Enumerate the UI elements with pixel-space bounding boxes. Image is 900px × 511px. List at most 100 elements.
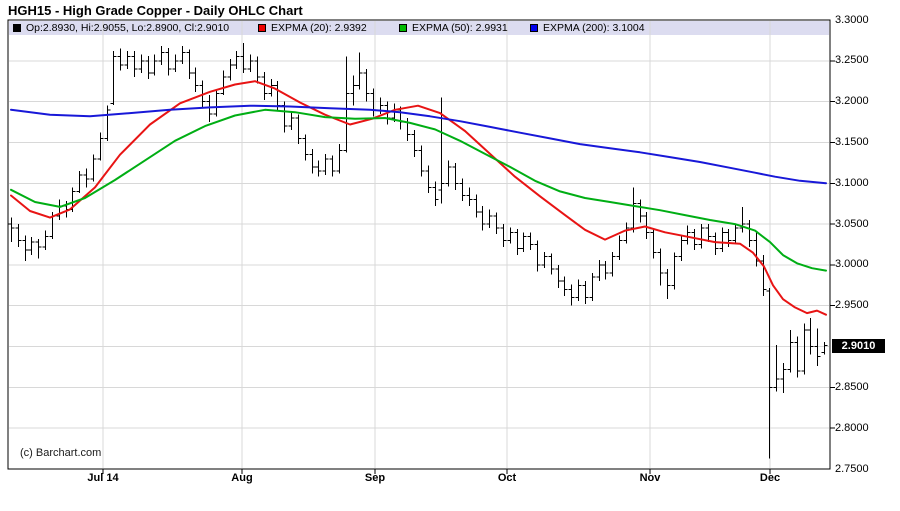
ohlc-bar <box>356 52 363 90</box>
ohlc-bar <box>76 171 83 194</box>
ohlc-bar <box>466 187 473 207</box>
ohlc-bar <box>555 264 562 288</box>
ohlc-bar <box>104 105 111 141</box>
ohlc-bar <box>541 251 548 269</box>
y-axis-label: 3.1500 <box>835 135 869 148</box>
ohlc-bar <box>15 224 22 247</box>
ohlc-bar <box>418 145 425 177</box>
ohlc-bar <box>520 232 527 252</box>
x-axis-label: Sep <box>364 472 386 484</box>
ohlc-swatch-icon <box>13 24 21 32</box>
legend-expma50-label: EXPMA (50): 2.9931 <box>412 22 508 34</box>
ohlc-bar <box>486 209 493 229</box>
page-title: HGH15 - High Grade Copper - Daily OHLC C… <box>8 3 303 18</box>
ohlc-bar <box>794 336 801 378</box>
ohlc-bar <box>138 54 145 74</box>
ohlc-bar <box>336 144 343 174</box>
ohlc-bar <box>370 88 377 117</box>
legend-item-expma50: EXPMA (50): 2.9931 <box>399 22 508 34</box>
watermark: (c) Barchart.com <box>20 447 102 459</box>
ohlc-bar <box>739 206 746 233</box>
ma-line-expma200 <box>10 104 827 185</box>
ohlc-bar <box>548 253 555 275</box>
ohlc-bar <box>97 132 104 161</box>
ohlc-bar <box>117 48 124 71</box>
ohlc-bar <box>507 227 514 244</box>
ohlc-bar <box>575 279 582 301</box>
ohlc-bar <box>514 228 521 256</box>
ohlc-bar <box>814 328 821 367</box>
y-axis-label: 3.2500 <box>835 54 869 67</box>
legend-expma20-label: EXPMA (20): 2.9392 <box>271 22 367 34</box>
legend-item-expma200: EXPMA (200): 3.1004 <box>530 22 645 34</box>
ohlc-bar <box>179 46 186 65</box>
ohlc-bar <box>596 260 603 282</box>
ohlc-bar <box>186 49 193 79</box>
ohlc-bar <box>732 224 739 244</box>
ohlc-bar <box>432 181 439 207</box>
ohlc-bar <box>664 268 671 300</box>
ohlc-bar <box>609 251 616 277</box>
ohlc-bar <box>773 344 780 392</box>
ohlc-bar <box>602 260 609 280</box>
x-axis-label: Dec <box>759 472 781 484</box>
ohlc-bar <box>35 238 42 259</box>
y-axis-label: 2.7500 <box>835 462 869 475</box>
ohlc-bar <box>220 70 227 96</box>
legend-expma200-label: EXPMA (200): 3.1004 <box>543 22 645 34</box>
ohlc-bar <box>643 211 650 239</box>
ohlc-bar <box>288 111 295 131</box>
ohlc-bar <box>302 134 309 161</box>
ohlc-bar <box>445 160 452 187</box>
ohlc-bar <box>309 148 316 174</box>
ohlc-bar <box>22 235 29 261</box>
ma-line-expma20 <box>10 80 827 316</box>
ohlc-bar <box>343 56 350 153</box>
ohlc-bar <box>329 155 336 177</box>
ohlc-bar <box>83 168 90 188</box>
ohlc-bar <box>247 54 254 73</box>
ohlc-bar <box>425 165 432 194</box>
y-axis-label: 2.8500 <box>835 380 869 393</box>
y-axis-label: 3.1000 <box>835 176 869 189</box>
expma20-swatch-icon <box>258 24 266 32</box>
ohlc-bar <box>473 194 480 218</box>
y-axis-label: 3.0000 <box>835 258 869 271</box>
plot-frame <box>7 19 831 470</box>
x-axis-label: Aug <box>231 472 253 484</box>
y-axis-label: 3.0500 <box>835 217 869 230</box>
ohlc-bar <box>650 228 657 259</box>
ohlc-bar <box>90 154 97 182</box>
y-axis-label: 2.9500 <box>835 299 869 312</box>
ohlc-bar <box>227 59 234 81</box>
ohlc-bar <box>712 232 719 256</box>
ohlc-bar <box>630 187 637 233</box>
ohlc-bar <box>213 89 220 117</box>
ohlc-bar <box>760 255 767 296</box>
ohlc-bar <box>165 47 172 76</box>
y-axis-label: 3.2000 <box>835 95 869 108</box>
legend-item-expma20: EXPMA (20): 2.9392 <box>258 22 367 34</box>
ohlc-bar <box>350 75 357 106</box>
ohlc-bar <box>261 72 268 101</box>
ohlc-bar <box>684 225 691 245</box>
ohlc-bar <box>527 232 534 251</box>
ohlc-bar <box>158 46 165 65</box>
ohlc-bar <box>192 67 199 92</box>
y-axis-label: 2.8000 <box>835 421 869 434</box>
ohlc-bar <box>671 252 678 290</box>
last-price-flag: 2.9010 <box>832 339 885 353</box>
ohlc-bar <box>411 130 418 158</box>
y-axis-label: 3.3000 <box>835 13 869 26</box>
ohlc-bar <box>42 230 49 251</box>
ohlc-bar <box>131 51 138 78</box>
ohlc-bar <box>493 212 500 234</box>
ohlc-bar <box>145 55 152 79</box>
ohlc-bar <box>459 178 466 202</box>
ohlc-bar <box>315 160 322 177</box>
legend-strip <box>9 21 829 35</box>
ohlc-bar <box>821 342 828 355</box>
ohlc-bar <box>637 199 644 223</box>
ohlc-bar <box>110 51 117 105</box>
